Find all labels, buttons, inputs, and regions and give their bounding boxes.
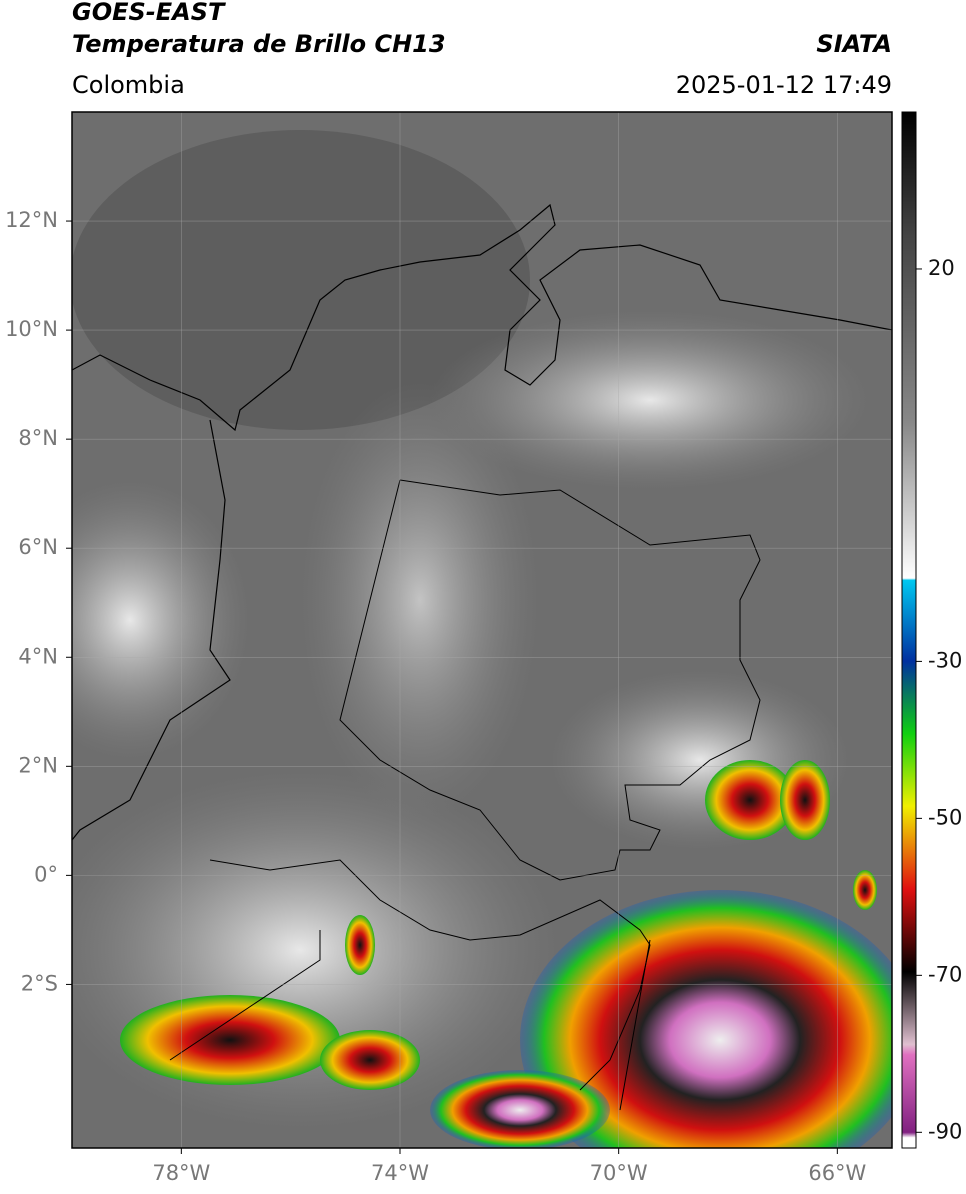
satellite-image — [72, 112, 892, 1148]
lat-tick-label: 2°N — [18, 753, 58, 777]
lat-tick-label: 10°N — [5, 317, 58, 341]
map-frame — [71, 111, 893, 1149]
lon-tick-label: 74°W — [371, 1161, 429, 1185]
colorbar-tick-label: -90 — [928, 1119, 962, 1143]
lon-tick-label: 70°W — [590, 1161, 648, 1185]
lat-tick-label: 0° — [34, 862, 58, 886]
source: SIATA — [816, 30, 892, 58]
satellite: GOES-EAST — [72, 0, 226, 26]
lat-tick-label: 2°S — [21, 971, 58, 995]
lat-tick-label: 12°N — [5, 208, 58, 232]
colorbar-tick-label: 20 — [928, 256, 955, 280]
colorbar-tick-label: -50 — [928, 805, 962, 829]
colorbar-tick-label: -70 — [928, 962, 962, 986]
colorbar — [901, 111, 917, 1149]
lat-tick-label: 4°N — [18, 644, 58, 668]
region: Colombia — [72, 71, 185, 99]
lon-tick-label: 66°W — [808, 1161, 866, 1185]
lat-tick-label: 6°N — [18, 535, 58, 559]
lon-tick-label: 78°W — [152, 1161, 210, 1185]
product: Temperatura de Brillo CH13 — [72, 30, 446, 58]
colorbar-tick-label: -30 — [928, 648, 962, 672]
lat-tick-label: 8°N — [18, 426, 58, 450]
datetime: 2025-01-12 17:49 — [676, 71, 892, 99]
